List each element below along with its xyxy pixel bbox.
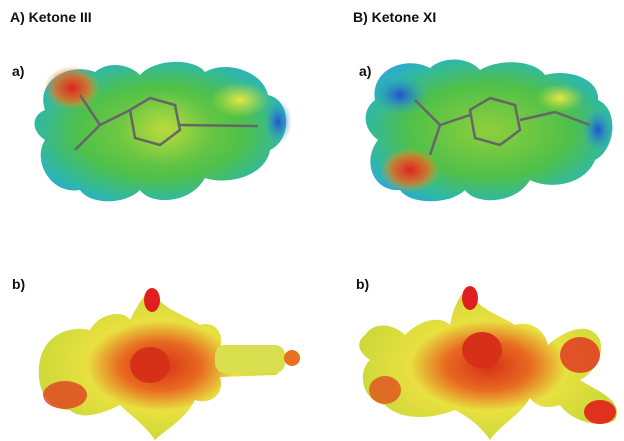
- shape-surface: [359, 286, 617, 440]
- panel-title: B) Ketone XI: [353, 9, 436, 25]
- figure: A) Ketone III B) Ketone XI a) a) b) b): [0, 0, 624, 441]
- shape-surface: [39, 288, 300, 440]
- view-label: a): [12, 63, 24, 79]
- view-label: b): [12, 276, 25, 292]
- potential-surface: [34, 62, 292, 201]
- panel-title: A) Ketone III: [10, 9, 92, 25]
- potential-surface: [366, 60, 614, 202]
- view-label: a): [359, 63, 371, 79]
- view-label: b): [356, 276, 369, 292]
